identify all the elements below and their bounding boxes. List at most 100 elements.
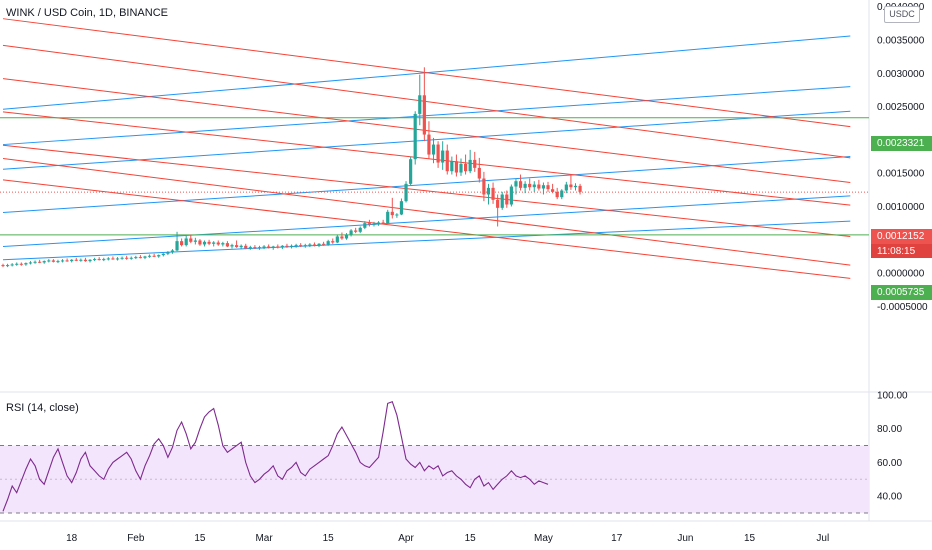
candle-body <box>51 260 55 262</box>
candle-body <box>564 184 568 191</box>
candle-body <box>207 241 211 244</box>
rsi-title: RSI (14, close) <box>6 402 79 414</box>
candle-body <box>532 184 536 188</box>
candle-body <box>267 246 271 248</box>
upper-level-tag: 0.0023321 <box>871 136 932 151</box>
candle-body <box>184 238 188 246</box>
candle-body <box>70 259 74 262</box>
red-channel-line <box>2 179 851 279</box>
candle-body <box>509 186 513 205</box>
time-tick-label: Jul <box>816 533 829 544</box>
candle-body <box>431 144 436 155</box>
candle-body <box>303 245 307 247</box>
candle-body <box>221 243 225 245</box>
candle-body <box>335 236 339 243</box>
candle-body <box>189 238 193 242</box>
candle-body <box>175 241 179 251</box>
currency-badge[interactable]: USDC <box>884 6 920 23</box>
candle-body <box>454 161 459 173</box>
candle-body <box>65 260 69 262</box>
candle-body <box>546 185 550 190</box>
red-channel-line <box>2 111 851 206</box>
candle-body <box>198 240 202 245</box>
candle-body <box>19 263 23 265</box>
candle-body <box>115 258 120 260</box>
rsi-tick-label: 60.00 <box>877 458 902 469</box>
price-tick-label: -0.0005000 <box>877 302 928 313</box>
candle-body <box>106 258 110 260</box>
candle-body <box>496 199 500 208</box>
candle-body <box>326 241 330 245</box>
candle-body <box>331 241 335 243</box>
candle-body <box>340 236 344 239</box>
candle-body <box>180 241 184 246</box>
candle-body <box>367 223 371 225</box>
time-tick-label: 15 <box>323 533 335 544</box>
price-tick-label: 0.0030000 <box>877 69 925 80</box>
candle-body <box>102 259 106 261</box>
candle-body <box>386 211 390 224</box>
candle-body <box>541 185 546 189</box>
candle-body <box>560 190 564 198</box>
candle-body <box>404 183 408 202</box>
candle-body <box>477 167 481 179</box>
blue-channel-line <box>2 156 851 213</box>
candle-body <box>482 178 486 195</box>
candle-body <box>38 261 42 263</box>
blue-channel-line <box>2 86 851 146</box>
candle-body <box>354 230 358 232</box>
candle-body <box>390 211 394 216</box>
candle-body <box>24 263 28 265</box>
rsi-band <box>0 445 869 513</box>
candle-body <box>468 159 472 172</box>
candle-body <box>349 230 353 235</box>
candle-body <box>1 265 5 267</box>
candle-body <box>253 247 257 249</box>
price-tick-label: 0.0035000 <box>877 36 925 47</box>
time-tick-label: Apr <box>398 533 414 544</box>
candle-body <box>262 246 266 248</box>
candle-body <box>569 184 573 188</box>
candle-body <box>143 256 147 258</box>
candle-body <box>193 240 197 242</box>
candle-body <box>60 260 65 262</box>
candle-body <box>528 183 532 188</box>
red-channel-line <box>2 78 851 184</box>
candle-body <box>289 245 294 247</box>
candle-body <box>450 161 454 172</box>
candle-body <box>88 259 92 262</box>
blue-channel-line <box>2 110 851 170</box>
candle-body <box>491 187 495 200</box>
candle-body <box>276 246 280 248</box>
candle-body <box>518 181 523 188</box>
candle-body <box>111 258 115 260</box>
candle-body <box>147 255 152 257</box>
candle-body <box>93 259 97 261</box>
candle-body <box>399 201 404 215</box>
time-tick-label: 15 <box>465 533 477 544</box>
candle-body <box>422 95 426 135</box>
candle-body <box>395 214 399 216</box>
rsi-tick-label: 80.00 <box>877 424 902 435</box>
candle-body <box>344 234 349 239</box>
candle-body <box>234 245 239 248</box>
time-tick-label: Mar <box>255 533 273 544</box>
candle-body <box>157 255 161 257</box>
candle-body <box>294 245 298 247</box>
candle-body <box>427 134 431 155</box>
candle-body <box>97 259 101 261</box>
candle-body <box>74 259 78 261</box>
candle-body <box>216 242 220 245</box>
red-channel-line <box>2 158 851 266</box>
candle-body <box>473 159 477 168</box>
candle-body <box>257 247 262 249</box>
candle-body <box>138 257 142 259</box>
candle-body <box>125 257 129 259</box>
rsi-tick-label: 100.00 <box>877 391 908 402</box>
price-tick-label: 0.0025000 <box>877 102 925 113</box>
candle-body <box>239 245 243 248</box>
candle-body <box>299 245 303 247</box>
candle-body <box>83 259 88 262</box>
candle-body <box>166 252 170 254</box>
